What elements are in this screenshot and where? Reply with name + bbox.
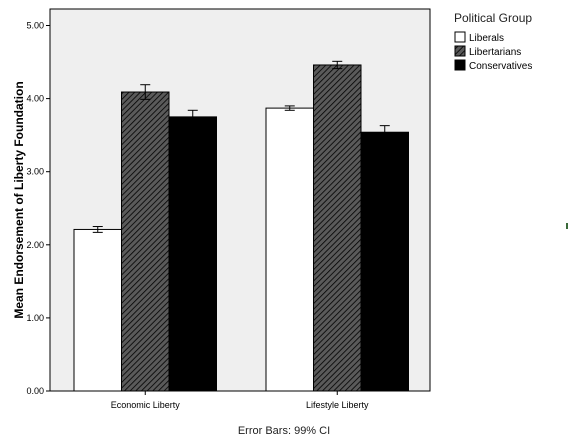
legend-title: Political Group [454,11,532,25]
error-bar-conservatives-0 [187,109,198,124]
y-tick-label: 2.00 [26,240,44,250]
error-bar-liberals-1 [284,105,295,111]
y-tick-label: 3.00 [26,167,44,177]
error-bar-libertarians-1 [332,60,343,70]
bar-conservatives-0 [168,116,217,392]
legend-swatch-libertarians [454,45,466,57]
x-axis: Economic Liberty Lifestyle Liberty [111,391,369,410]
stray-mark [566,223,568,229]
bar-conservatives-1 [360,131,409,392]
x-tick-label: Economic Liberty [111,400,181,410]
legend-label-conservatives: Conservatives [469,61,532,72]
legend: Political Group Liberals Libertarians Cons… [454,11,532,72]
legend-swatch-conservatives [454,59,466,71]
bar-libertarians-1 [313,64,362,392]
error-bar-liberals-0 [92,226,103,233]
error-bars-footnote: Error Bars: 99% CI [238,425,330,437]
x-tick-label: Lifestyle Liberty [306,400,369,410]
error-bar-libertarians-0 [140,84,151,100]
y-axis: 0.00 1.00 2.00 3.00 4.00 5.00 [26,21,50,396]
y-tick-label: 1.00 [26,313,44,323]
y-tick-label: 5.00 [26,21,44,31]
legend-label-liberals: Liberals [469,33,504,44]
bar-libertarians-0 [121,91,170,392]
legend-swatch-liberals [454,31,466,43]
error-bar-conservatives-1 [379,125,390,140]
bar-liberals-0 [73,228,122,392]
y-tick-label: 4.00 [26,94,44,104]
legend-label-libertarians: Libertarians [469,47,521,58]
bar-liberals-1 [265,107,314,392]
y-tick-label: 0.00 [26,386,44,396]
y-axis-title: Mean Endorsement of Liberty Foundation [12,81,26,318]
error-bars [92,60,390,233]
